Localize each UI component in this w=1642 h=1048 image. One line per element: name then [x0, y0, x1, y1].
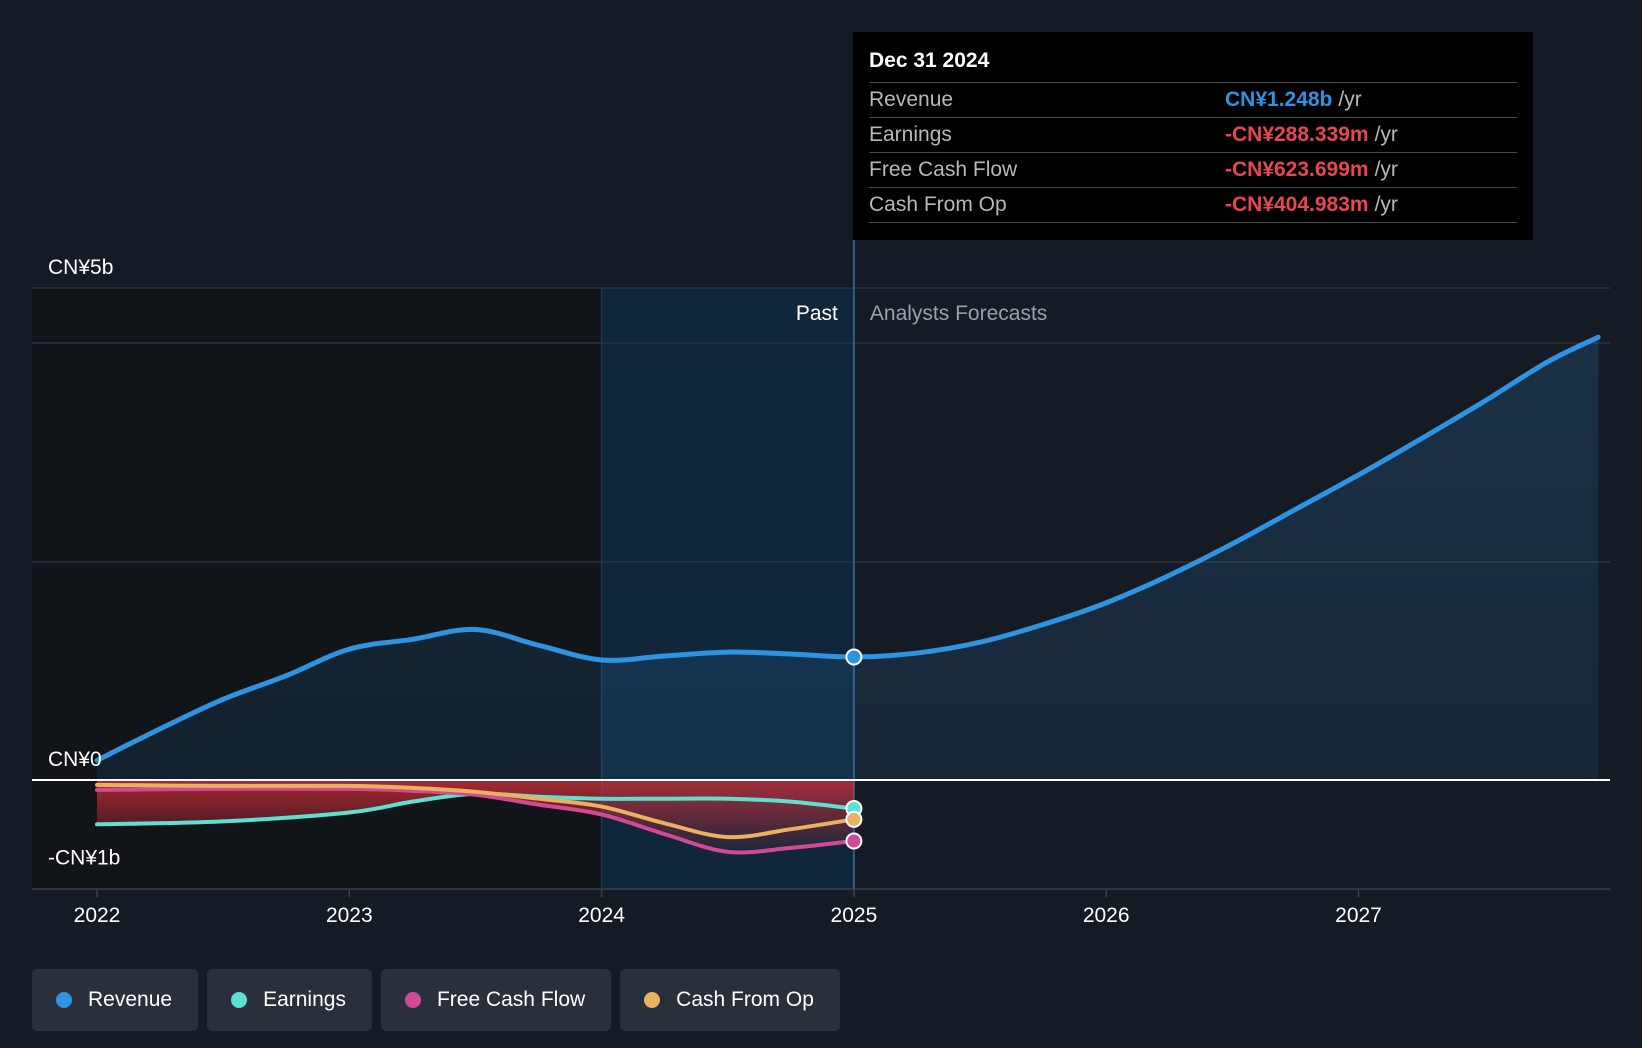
revenue-area — [97, 337, 1599, 780]
tooltip-row-free-cash-flow: Free Cash Flow -CN¥623.699m /yr — [869, 153, 1517, 188]
tooltip-unit: /yr — [1374, 123, 1398, 146]
x-tick-label: 2024 — [578, 904, 625, 927]
tooltip-label: Free Cash Flow — [869, 158, 1018, 181]
tooltip-row-cash-from-op: Cash From Op -CN¥404.983m /yr — [869, 188, 1517, 223]
legend-dot-icon — [56, 992, 72, 1008]
legend-item-revenue[interactable]: Revenue — [32, 969, 199, 1031]
legend-label: Cash From Op — [676, 988, 814, 1011]
forecast-label: Analysts Forecasts — [870, 302, 1047, 325]
cash-from-op-line — [95, 782, 856, 840]
tooltip-date: Dec 31 2024 — [869, 46, 1517, 83]
tooltip-value: CN¥1.248b — [1225, 88, 1333, 111]
tooltip-label: Revenue — [869, 88, 954, 111]
legend-item-cash-from-op[interactable]: Cash From Op — [620, 969, 840, 1031]
past-label: Past — [796, 302, 838, 325]
cash-from-op-marker — [845, 810, 863, 828]
legend-dot-icon — [231, 992, 248, 1008]
tooltip-value: -CN¥404.983m — [1225, 193, 1369, 216]
x-tick-label: 2023 — [326, 904, 373, 927]
legend-label: Revenue — [88, 988, 173, 1011]
legend-item-free-cash-flow[interactable]: Free Cash Flow — [380, 969, 612, 1031]
legend-item-earnings[interactable]: Earnings — [207, 969, 372, 1031]
x-tick-label: 2027 — [1335, 904, 1382, 927]
legend: Revenue Earnings Free Cash Flow Cash Fro… — [32, 969, 840, 1031]
y-tick-label: -CN¥1b — [48, 846, 120, 869]
free-cash-flow-line — [95, 786, 856, 855]
revenue-marker — [845, 648, 863, 666]
tooltip-unit: /yr — [1338, 88, 1362, 111]
tooltip-unit: /yr — [1374, 158, 1398, 181]
tooltip: Dec 31 2024 Revenue CN¥1.248b /yr Earnin… — [853, 32, 1533, 240]
y-tick-label: CN¥0 — [48, 748, 102, 771]
x-tick-label: 2022 — [74, 904, 121, 927]
tooltip-label: Cash From Op — [869, 193, 1007, 216]
free-cash-flow-marker — [845, 832, 863, 850]
tooltip-value: -CN¥288.339m — [1225, 123, 1369, 146]
tooltip-row-earnings: Earnings -CN¥288.339m /yr — [869, 118, 1517, 153]
legend-label: Earnings — [263, 988, 346, 1011]
tooltip-row-revenue: Revenue CN¥1.248b /yr — [869, 83, 1517, 118]
x-tick-label: 2025 — [831, 904, 878, 927]
x-tick-label: 2026 — [1083, 904, 1130, 927]
tooltip-unit: /yr — [1374, 193, 1398, 216]
y-tick-label: CN¥5b — [48, 256, 113, 279]
tooltip-label: Earnings — [869, 123, 952, 146]
tooltip-value: -CN¥623.699m — [1225, 158, 1369, 181]
legend-label: Free Cash Flow — [436, 988, 586, 1011]
legend-dot-icon — [404, 992, 421, 1008]
legend-dot-icon — [644, 992, 661, 1008]
